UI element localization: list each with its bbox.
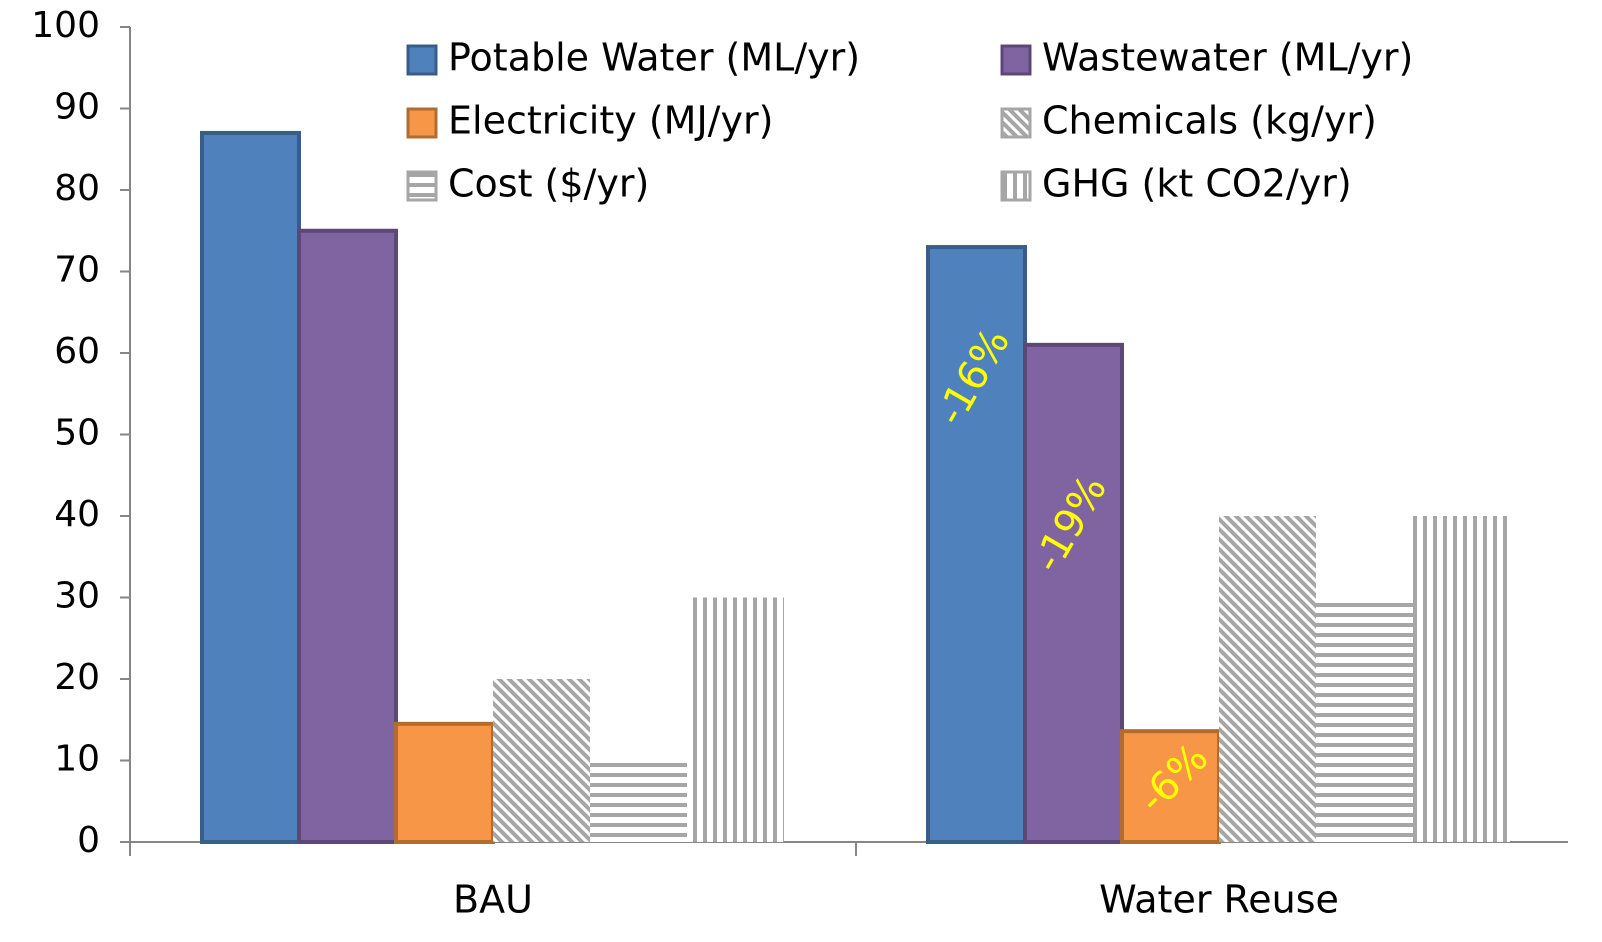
legend-swatch <box>406 107 438 139</box>
y-tick-label: 40 <box>54 494 100 535</box>
y-tick-label: 20 <box>54 657 100 698</box>
legend-swatch <box>406 44 438 76</box>
bar <box>200 130 301 844</box>
y-tick-label: 0 <box>77 820 100 861</box>
legend-label: Potable Water (ML/yr) <box>448 36 860 80</box>
bar <box>1023 342 1124 844</box>
legend-label: Cost ($/yr) <box>448 162 649 206</box>
bar <box>687 597 784 842</box>
y-tick-label: 70 <box>54 250 100 291</box>
y-tick-label: 80 <box>54 168 100 209</box>
legend-swatch <box>1000 170 1032 202</box>
legend-label: GHG (kt CO2/yr) <box>1042 162 1352 206</box>
y-tick-label: 50 <box>54 413 100 454</box>
y-tick-label: 90 <box>54 87 100 128</box>
bar <box>493 679 590 842</box>
y-tick-label: 60 <box>54 331 100 372</box>
y-tick-label: 30 <box>54 576 100 617</box>
bar <box>1413 516 1510 842</box>
legend-label: Electricity (MJ/yr) <box>448 99 773 143</box>
bar <box>1219 516 1316 842</box>
bar <box>297 228 398 844</box>
legend-swatch <box>406 170 438 202</box>
y-tick-label: 10 <box>54 739 100 780</box>
legend-swatch <box>1000 107 1032 139</box>
y-tick-label: 100 <box>31 5 100 46</box>
bar <box>1316 597 1413 842</box>
bar <box>394 721 495 845</box>
legend-label: Wastewater (ML/yr) <box>1042 36 1413 80</box>
x-tick-label: BAU <box>453 878 533 922</box>
x-tick-label: Water Reuse <box>1099 878 1339 922</box>
bar <box>926 245 1027 845</box>
bar <box>590 760 687 842</box>
legend-label: Chemicals (kg/yr) <box>1042 99 1377 143</box>
legend-swatch <box>1000 44 1032 76</box>
